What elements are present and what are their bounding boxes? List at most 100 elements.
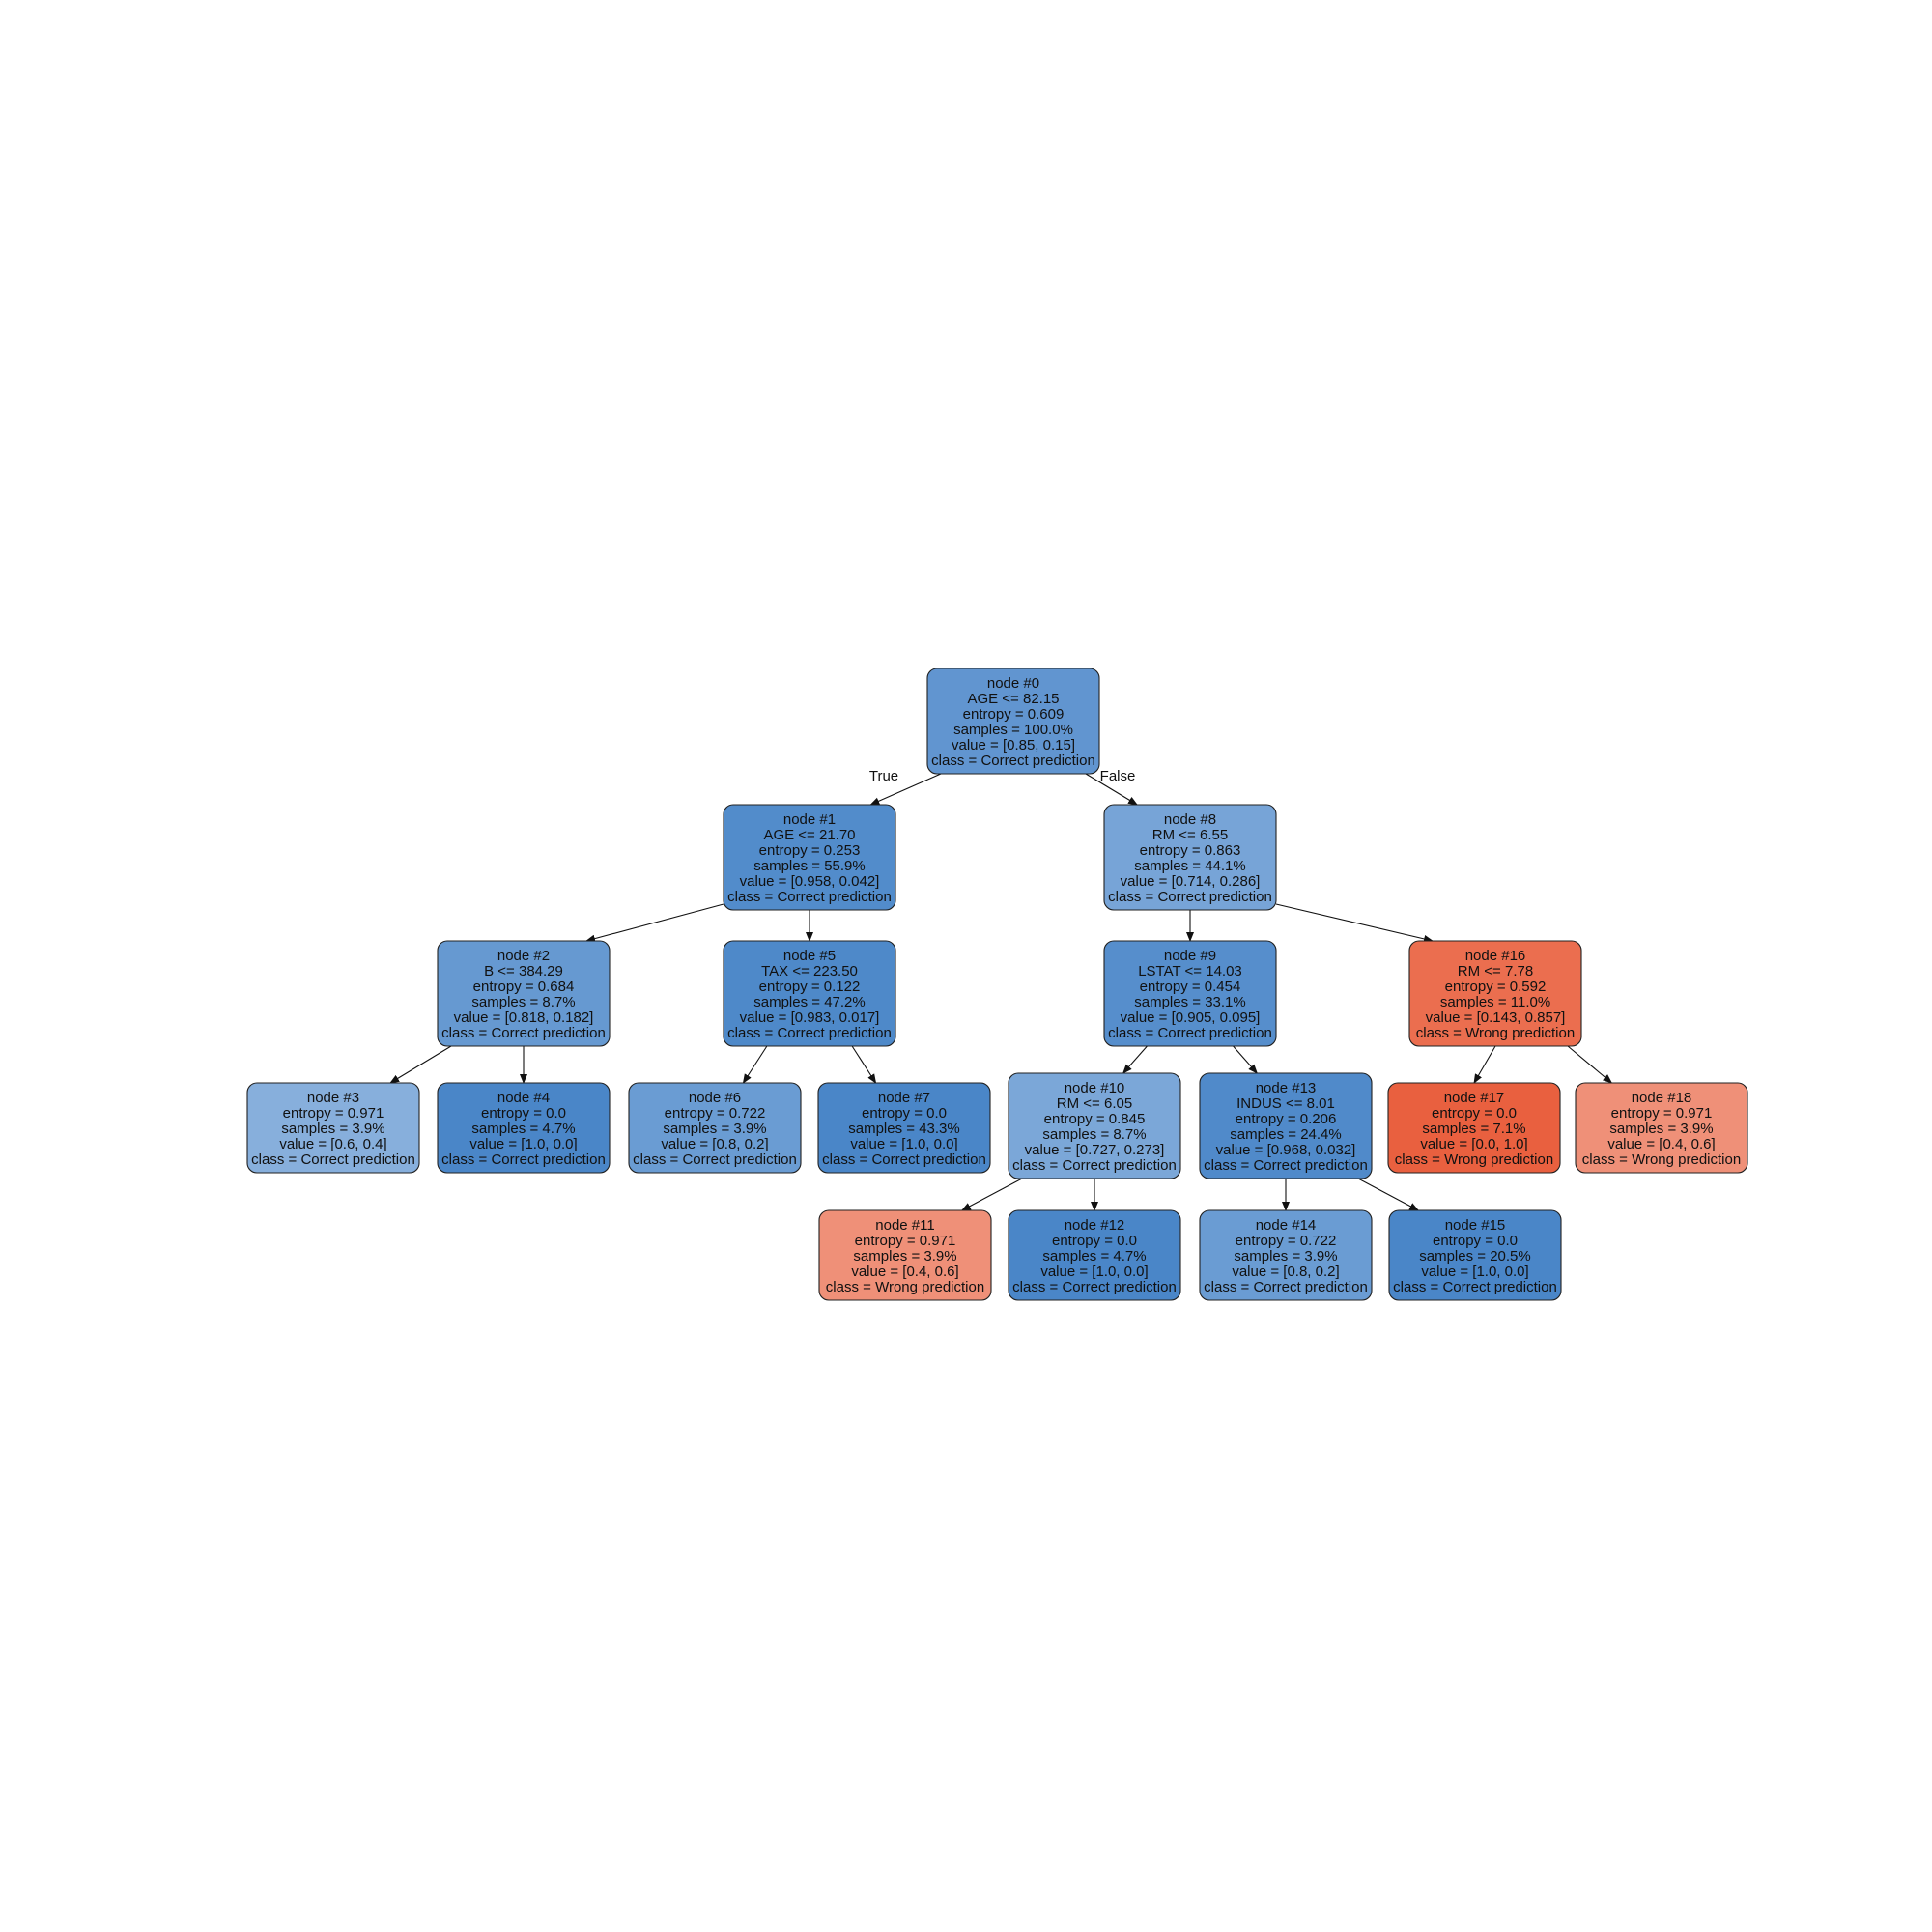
node-text-line: B <= 384.29	[484, 963, 563, 980]
edges-layer	[389, 773, 1613, 1211]
node-text-line: node #3	[307, 1090, 359, 1106]
node-text-line: samples = 11.0%	[1440, 994, 1550, 1010]
edge-label-false: False	[1100, 768, 1136, 784]
node-text-line: class = Correct prediction	[1393, 1279, 1557, 1295]
node-box	[723, 804, 896, 911]
tree-edge-5-7	[851, 1045, 877, 1084]
node-text-line: class = Wrong prediction	[1395, 1151, 1553, 1168]
node-text-line: TAX <= 223.50	[761, 963, 858, 980]
node-text-line: entropy = 0.206	[1236, 1111, 1337, 1127]
node-text-line: value = [0.727, 0.273]	[1025, 1142, 1165, 1158]
node-text-line: node #0	[987, 675, 1039, 692]
tree-edge-0-8	[1085, 773, 1138, 806]
node-text-line: samples = 4.7%	[471, 1121, 575, 1137]
node-text-line: samples = 47.2%	[753, 994, 865, 1010]
node-text-line: samples = 4.7%	[1042, 1248, 1146, 1264]
node-text-line: node #13	[1256, 1080, 1317, 1096]
node-text-line: entropy = 0.253	[759, 842, 861, 859]
node-text-line: entropy = 0.863	[1140, 842, 1241, 859]
node-box	[1575, 1082, 1748, 1174]
node-text-line: value = [0.958, 0.042]	[740, 873, 880, 890]
node-text-line: node #11	[875, 1217, 934, 1234]
node-text-line: class = Wrong prediction	[826, 1279, 984, 1295]
node-text-line: samples = 3.9%	[1234, 1248, 1337, 1264]
node-text-line: value = [0.8, 0.2]	[1232, 1264, 1339, 1280]
tree-edge-16-17	[1473, 1045, 1496, 1084]
node-text-line: entropy = 0.971	[855, 1233, 956, 1249]
node-text-line: node #1	[783, 811, 836, 828]
tree-edge-2-3	[389, 1045, 452, 1084]
node-box	[1103, 804, 1277, 911]
node-text-line: value = [1.0, 0.0]	[850, 1136, 957, 1152]
node-text-line: entropy = 0.0	[1052, 1233, 1137, 1249]
tree-edge-5-6	[742, 1045, 768, 1084]
node-text-line: entropy = 0.971	[283, 1105, 384, 1122]
node-text-line: node #17	[1444, 1090, 1505, 1106]
tree-edge-9-10	[1122, 1045, 1148, 1074]
node-text-line: AGE <= 21.70	[763, 827, 855, 843]
node-text-line: samples = 7.1%	[1422, 1121, 1525, 1137]
node-text-line: value = [1.0, 0.0]	[1421, 1264, 1528, 1280]
node-text-line: value = [0.143, 0.857]	[1426, 1009, 1566, 1026]
node-box	[1199, 1072, 1373, 1179]
tree-edge-9-13	[1233, 1045, 1258, 1074]
node-text-line: value = [1.0, 0.0]	[469, 1136, 577, 1152]
node-text-line: class = Correct prediction	[1012, 1279, 1177, 1295]
node-text-line: entropy = 0.845	[1044, 1111, 1146, 1127]
node-text-line: node #14	[1256, 1217, 1317, 1234]
node-text-line: samples = 3.9%	[281, 1121, 384, 1137]
edge-label-true: True	[869, 768, 898, 784]
tree-edge-16-18	[1567, 1045, 1613, 1084]
node-text-line: samples = 8.7%	[471, 994, 575, 1010]
node-text-line: class = Correct prediction	[727, 889, 892, 905]
node-text-line: value = [0.983, 0.017]	[740, 1009, 880, 1026]
node-text-line: class = Correct prediction	[441, 1025, 606, 1041]
node-text-line: class = Wrong prediction	[1582, 1151, 1741, 1168]
node-text-line: class = Correct prediction	[1012, 1157, 1177, 1174]
node-text-line: AGE <= 82.15	[967, 691, 1059, 707]
node-text-line: value = [0.8, 0.2]	[661, 1136, 768, 1152]
node-text-line: class = Correct prediction	[727, 1025, 892, 1041]
tree-edge-8-16	[1275, 903, 1434, 943]
node-text-line: entropy = 0.0	[1432, 1105, 1517, 1122]
node-text-line: samples = 43.3%	[848, 1121, 959, 1137]
node-text-line: class = Correct prediction	[822, 1151, 986, 1168]
node-text-line: class = Wrong prediction	[1416, 1025, 1575, 1041]
node-box	[818, 1209, 992, 1301]
node-text-line: class = Correct prediction	[251, 1151, 415, 1168]
node-text-line: node #8	[1164, 811, 1216, 828]
node-text-line: RM <= 6.05	[1057, 1095, 1132, 1112]
node-text-line: value = [0.4, 0.6]	[851, 1264, 958, 1280]
node-text-line: entropy = 0.122	[759, 979, 861, 995]
node-text-line: RM <= 6.55	[1152, 827, 1228, 843]
node-text-line: entropy = 0.609	[963, 706, 1065, 723]
node-box	[628, 1082, 802, 1174]
node-text-line: node #10	[1065, 1080, 1125, 1096]
node-text-line: class = Correct prediction	[931, 753, 1095, 769]
node-text-line: entropy = 0.0	[1433, 1233, 1518, 1249]
node-text-line: INDUS <= 8.01	[1236, 1095, 1335, 1112]
node-text-line: node #4	[497, 1090, 550, 1106]
tree-edge-0-1	[869, 773, 942, 806]
node-text-line: node #12	[1065, 1217, 1125, 1234]
node-text-line: value = [0.6, 0.4]	[279, 1136, 386, 1152]
tree-edge-10-11	[960, 1178, 1023, 1211]
node-text-line: entropy = 0.592	[1445, 979, 1547, 995]
node-text-line: class = Correct prediction	[1108, 889, 1272, 905]
node-box	[1008, 1209, 1181, 1301]
node-text-line: node #2	[497, 948, 550, 964]
node-text-line: RM <= 7.78	[1458, 963, 1533, 980]
